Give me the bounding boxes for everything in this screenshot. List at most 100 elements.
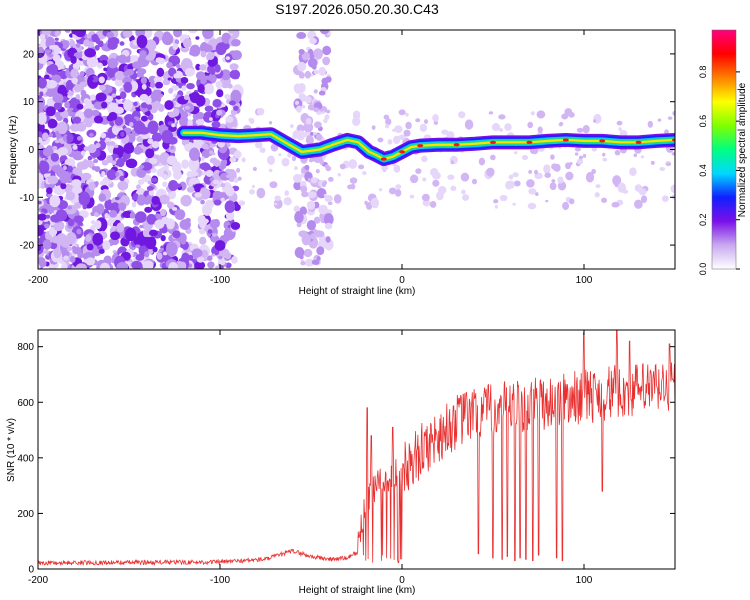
speckle-blob — [602, 153, 605, 157]
speckle-blob — [48, 64, 58, 74]
speckle-blob — [170, 146, 174, 150]
speckle-blob — [199, 237, 206, 245]
speckle-blob — [565, 162, 571, 169]
speckle-blob — [234, 150, 242, 158]
speckle-blob — [118, 161, 124, 167]
speckle-blob — [52, 93, 63, 103]
speckle-blob — [595, 184, 600, 188]
speckle-blob — [504, 123, 511, 131]
speckle-blob — [310, 177, 317, 183]
colorbar-tick-label: 0.6 — [698, 115, 708, 128]
speckle-blob — [322, 111, 325, 114]
speckle-blob — [229, 100, 236, 105]
speckle-blob — [314, 89, 318, 93]
speckle-blob — [551, 179, 555, 183]
speckle-blob — [68, 219, 75, 227]
speckle-blob — [125, 228, 136, 241]
speckle-blob — [37, 95, 42, 99]
speckle-blob — [304, 165, 309, 170]
speckle-blob — [347, 185, 352, 190]
speckle-blob — [168, 77, 172, 80]
speckle-blob — [189, 148, 200, 161]
speckle-blob — [509, 175, 514, 180]
speckle-blob — [278, 153, 281, 156]
speckle-blob — [168, 88, 173, 94]
speckle-blob — [634, 153, 637, 157]
speckle-blob — [183, 195, 191, 203]
speckle-blob — [199, 64, 206, 70]
speckle-blob — [405, 122, 411, 129]
speckle-blob — [405, 113, 409, 117]
speckle-blob — [293, 174, 302, 183]
speckle-blob — [92, 166, 97, 170]
speckle-blob — [86, 257, 96, 265]
colorbar-tick-label: 0.4 — [698, 164, 708, 177]
speckle-blob — [67, 91, 74, 96]
snr-y-tick-label: 400 — [17, 453, 34, 464]
speckle-blob — [294, 211, 304, 223]
speckle-blob — [305, 71, 311, 79]
speckle-blob — [104, 213, 109, 219]
speckle-blob — [499, 128, 503, 132]
speckle-blob — [61, 237, 71, 248]
speckle-blob — [163, 174, 168, 180]
speckle-blob — [215, 240, 226, 251]
speckle-blob — [111, 160, 116, 165]
speckle-blob — [143, 232, 149, 237]
speckle-blob — [87, 57, 99, 68]
speckle-blob — [299, 93, 306, 100]
speckle-blob — [637, 185, 641, 188]
speckle-blob — [90, 94, 96, 100]
speckle-blob — [150, 82, 155, 88]
speckle-blob — [221, 183, 226, 187]
speckle-blob — [313, 107, 319, 112]
speckle-blob — [216, 89, 223, 97]
speckle-blob — [211, 254, 215, 257]
speckle-blob — [108, 58, 118, 68]
speckle-blob — [160, 209, 166, 217]
speckle-blob — [147, 186, 154, 191]
speckle-blob — [151, 141, 159, 148]
speckle-blob — [119, 176, 124, 182]
speckle-blob — [103, 68, 107, 72]
speckle-blob — [155, 82, 163, 89]
speckle-blob — [87, 103, 92, 107]
speckle-blob — [134, 146, 142, 154]
speckle-blob — [198, 84, 205, 93]
speckle-blob — [253, 167, 257, 171]
snr-y-tick-label: 0 — [28, 565, 34, 576]
speckle-blob — [200, 51, 206, 58]
speckle-blob — [462, 194, 469, 201]
speckle-blob — [114, 106, 120, 112]
speckle-blob — [322, 57, 330, 66]
speckle-blob — [164, 100, 173, 110]
speckle-blob — [232, 50, 242, 60]
speckle-blob — [316, 169, 320, 173]
speckle-blob — [48, 175, 59, 184]
speckle-blob — [450, 186, 456, 191]
snr-y-tick-label: 600 — [17, 398, 34, 409]
speckle-blob — [575, 152, 579, 155]
speckle-blob — [76, 43, 81, 48]
speckle-blob — [639, 188, 647, 195]
speckle-blob — [283, 197, 291, 205]
speckle-blob — [404, 130, 411, 137]
speckle-blob — [209, 150, 213, 154]
speckle-blob — [393, 136, 400, 144]
snr-x-label: Height of straight line (km) — [299, 585, 416, 596]
speckle-blob — [111, 77, 116, 81]
speckle-blob — [157, 169, 164, 177]
speckle-blob — [252, 185, 255, 188]
speckle-blob — [166, 62, 172, 68]
speckle-blob — [256, 188, 265, 199]
speckle-blob — [200, 162, 211, 170]
speckle-blob — [130, 212, 136, 219]
speckle-blob — [617, 121, 623, 126]
speckle-blob — [255, 141, 263, 148]
speckle-blob — [101, 171, 105, 176]
speckle-blob — [322, 46, 331, 55]
speckle-blob — [55, 140, 60, 144]
speckle-blob — [43, 250, 49, 254]
spectrogram-x-tick-label: 0 — [399, 275, 405, 286]
speckle-blob — [238, 200, 245, 205]
